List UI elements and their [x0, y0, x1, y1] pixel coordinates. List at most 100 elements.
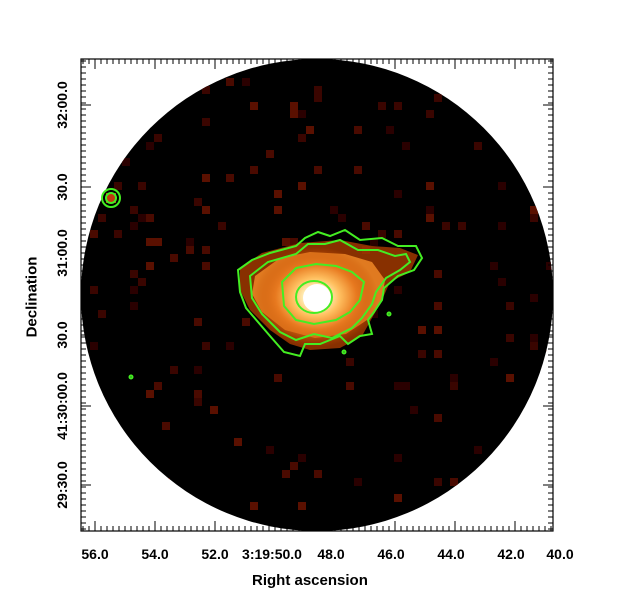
noise-pixel	[530, 214, 538, 222]
noise-pixel	[194, 318, 202, 326]
noise-pixel	[146, 238, 154, 246]
noise-pixel	[354, 166, 362, 174]
noise-pixel	[194, 398, 202, 406]
noise-pixel	[498, 222, 506, 230]
noise-pixel	[194, 366, 202, 374]
noise-pixel	[98, 310, 106, 318]
noise-pixel	[226, 174, 234, 182]
noise-pixel	[434, 350, 442, 358]
x-tick-label: 46.0	[377, 546, 405, 562]
noise-pixel	[458, 222, 466, 230]
noise-pixel	[442, 222, 450, 230]
noise-pixel	[154, 134, 162, 142]
noise-pixel	[146, 142, 154, 150]
noise-pixel	[226, 342, 234, 350]
noise-pixel	[474, 142, 482, 150]
noise-pixel	[434, 302, 442, 310]
noise-pixel	[186, 246, 194, 254]
noise-pixel	[298, 454, 306, 462]
noise-pixel	[154, 238, 162, 246]
noise-pixel	[194, 198, 202, 206]
x-tick-label: 52.0	[201, 546, 229, 562]
noise-pixel	[282, 470, 290, 478]
y-tick-label: 30.0	[54, 173, 70, 201]
noise-pixel	[130, 286, 138, 294]
noise-pixel	[394, 286, 402, 294]
noise-pixel	[122, 158, 130, 166]
noise-pixel	[114, 182, 122, 190]
noise-pixel	[402, 142, 410, 150]
noise-pixel	[202, 118, 210, 126]
noise-pixel	[202, 342, 210, 350]
noise-pixel	[434, 326, 442, 334]
noise-pixel	[242, 78, 250, 86]
noise-pixel	[498, 182, 506, 190]
noise-pixel	[138, 278, 146, 286]
noise-pixel	[202, 174, 210, 182]
noise-pixel	[130, 206, 138, 214]
contour-second	[248, 238, 412, 342]
noise-pixel	[130, 222, 138, 230]
contour-source-left	[101, 188, 121, 208]
noise-pixel	[202, 86, 210, 94]
noise-pixel	[530, 334, 538, 342]
noise-pixel	[418, 350, 426, 358]
noise-pixel	[354, 126, 362, 134]
noise-pixel	[362, 222, 370, 230]
noise-pixel	[530, 294, 538, 302]
noise-pixel	[394, 102, 402, 110]
noise-pixel	[202, 246, 210, 254]
field-of-view	[81, 59, 553, 531]
noise-pixel	[394, 454, 402, 462]
x-tick-label: 40.0	[546, 546, 574, 562]
noise-pixel	[314, 94, 322, 102]
noise-pixel	[434, 94, 442, 102]
noise-pixel	[162, 422, 170, 430]
x-tick-label: 56.0	[81, 546, 109, 562]
noise-pixel	[298, 134, 306, 142]
noise-pixel	[202, 206, 210, 214]
noise-pixel	[218, 222, 226, 230]
noise-pixel	[274, 206, 282, 214]
noise-pixel	[434, 270, 442, 278]
noise-pixel	[506, 302, 514, 310]
noise-pixel	[394, 230, 402, 238]
noise-pixel	[90, 230, 98, 238]
noise-pixel	[250, 166, 258, 174]
noise-pixel	[242, 318, 250, 326]
noise-pixel	[98, 214, 106, 222]
noise-pixel	[202, 262, 210, 270]
noise-pixel	[434, 478, 442, 486]
noise-pixel	[298, 502, 306, 510]
contours	[101, 188, 424, 380]
noise-pixel	[506, 334, 514, 342]
y-tick-label: 32:00.0	[54, 81, 70, 129]
noise-pixel	[250, 102, 258, 110]
contour-small-1	[128, 374, 134, 380]
noise-pixel	[530, 206, 538, 214]
noise-pixel	[498, 278, 506, 286]
noise-pixel	[210, 406, 218, 414]
noise-pixel	[266, 150, 274, 158]
noise-pixel	[450, 374, 458, 382]
noise-pixel	[130, 302, 138, 310]
noise-pixel	[194, 390, 202, 398]
noise-pixel	[250, 502, 258, 510]
axis-ticks	[81, 59, 553, 531]
noise-pixel	[330, 206, 338, 214]
noise-pixel	[306, 126, 314, 134]
noise-pixel	[314, 86, 322, 94]
noise-pixel	[394, 494, 402, 502]
noise-pixel	[346, 382, 354, 390]
y-tick-label: 30.0	[54, 321, 70, 349]
core-center	[303, 284, 331, 312]
y-axis-title: Declination	[23, 256, 41, 338]
x-tick-label: 3:19:50.0	[242, 546, 302, 562]
noise-pixel	[378, 102, 386, 110]
contour-source-left-inner	[105, 192, 117, 204]
x-tick-label: 48.0	[317, 546, 345, 562]
noise-pixel	[314, 166, 322, 174]
contour-outer	[236, 228, 424, 358]
